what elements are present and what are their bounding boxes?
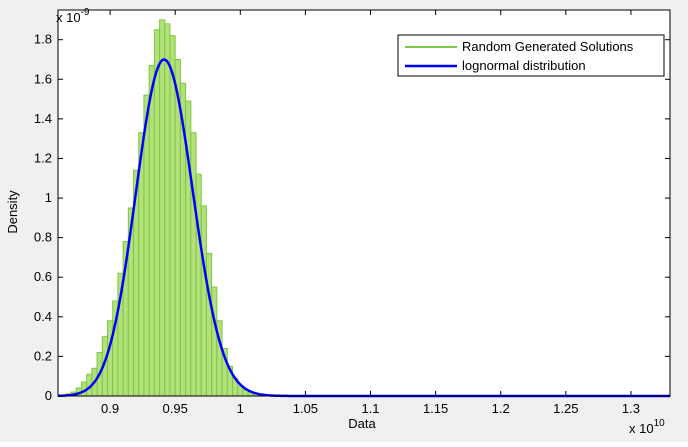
y-tick-label: 1.8	[34, 32, 52, 47]
x-tick-label: 1.25	[553, 401, 578, 416]
histogram-bar	[211, 286, 218, 397]
plot-frame	[57, 9, 671, 397]
x-tick-label: 1.2	[492, 401, 510, 416]
histogram-bar	[148, 64, 155, 397]
y-tick-label: 0	[45, 388, 52, 403]
y-axis-label: Density	[5, 190, 20, 234]
histogram-bar	[190, 132, 197, 397]
histogram-bar	[164, 23, 171, 397]
x-tick-label: 0.9	[101, 401, 119, 416]
histogram-bar	[195, 173, 202, 397]
y-tick-label: 0.8	[34, 230, 52, 245]
histogram-bars	[65, 19, 275, 397]
histogram-bar	[143, 94, 150, 397]
y-tick-label: 1	[45, 190, 52, 205]
x-axis-label: Data	[348, 416, 376, 431]
x-tick-label: 0.95	[163, 401, 188, 416]
y-tick-label: 0.2	[34, 348, 52, 363]
x-tick-label: 1.1	[361, 401, 379, 416]
x-tick-label: 1.3	[622, 401, 640, 416]
y-tick-label: 1.2	[34, 150, 52, 165]
histogram-bar	[159, 19, 166, 397]
x-tick-label: 1.05	[293, 401, 318, 416]
x-tick-label: 1.15	[423, 401, 448, 416]
legend-box	[397, 34, 665, 77]
y-tick-label: 1.6	[34, 71, 52, 86]
histogram-bar	[205, 252, 213, 397]
y-tick-label: 0.6	[34, 269, 52, 284]
histogram-bar	[106, 320, 114, 397]
y-tick-label: 0.4	[34, 309, 52, 324]
legend-label-histogram: Random Generated Solutions	[462, 39, 634, 54]
y-tick-label: 1.4	[34, 111, 52, 126]
legend-label-curve: lognormal distribution	[462, 58, 586, 73]
x-exponent-label: x 1010	[629, 418, 665, 436]
x-tick-labels: 0.9 0.95 1 1.05 1.1 1.15 1.2 1.25 1.3	[101, 401, 640, 416]
y-exponent-label: x 10-9	[56, 7, 90, 25]
histogram-bar	[200, 205, 207, 397]
x-tick-label: 1	[237, 401, 244, 416]
y-tick-labels: 0 0.2 0.4 0.6 0.8 1 1.2 1.4 1.6 1.8	[34, 32, 52, 403]
histogram-bar	[153, 29, 161, 397]
histogram-bar	[169, 35, 176, 397]
legend: Random Generated Solutions lognormal dis…	[397, 34, 665, 77]
